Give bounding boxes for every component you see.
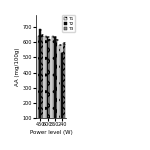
- Bar: [45, 36, 47, 133]
- Bar: [63, 43, 65, 133]
- Bar: [47, 37, 48, 133]
- Bar: [54, 37, 56, 133]
- Bar: [52, 36, 54, 133]
- Bar: [59, 45, 61, 133]
- X-axis label: Power level (W): Power level (W): [30, 130, 73, 135]
- Bar: [48, 39, 50, 133]
- Bar: [38, 36, 39, 133]
- Bar: [56, 39, 57, 133]
- Bar: [39, 29, 41, 133]
- Legend: T1, T2, T3: T1, T2, T3: [62, 15, 75, 32]
- Y-axis label: AA (mg/100g): AA (mg/100g): [15, 47, 20, 86]
- Bar: [61, 53, 63, 133]
- Bar: [41, 35, 43, 133]
